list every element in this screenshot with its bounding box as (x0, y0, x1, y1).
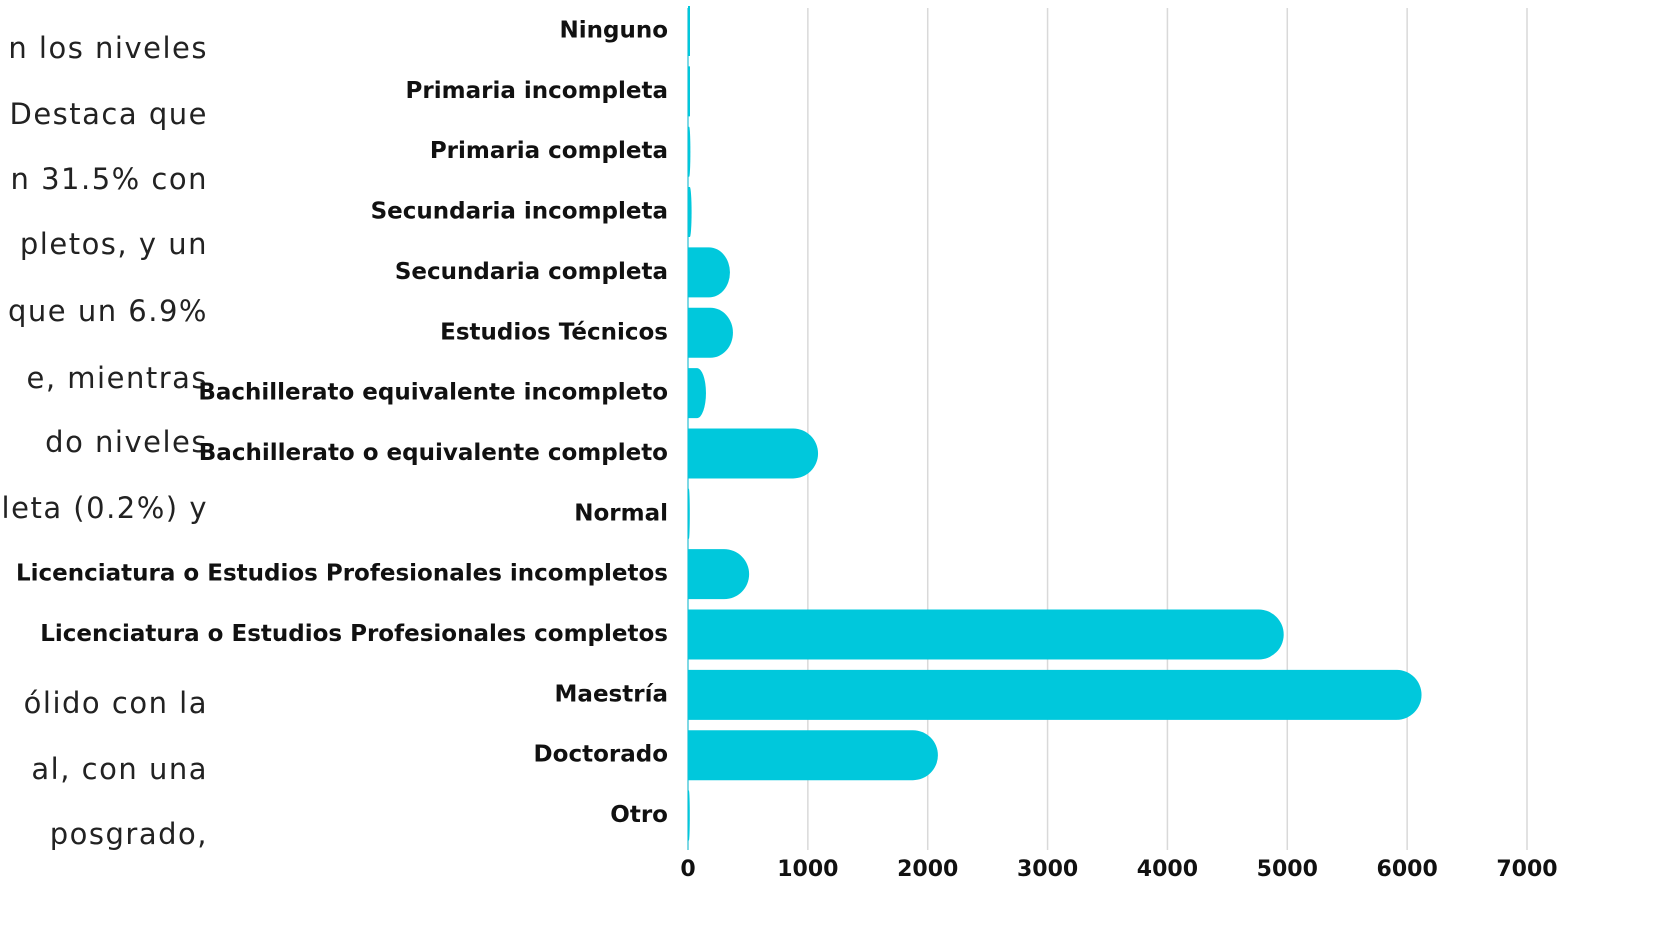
category-label: Primaria completa (430, 138, 668, 164)
category-label: Ninguno (559, 18, 668, 44)
category-label: Maestría (555, 681, 668, 707)
category-label: Bachillerato o equivalente completo (199, 440, 668, 466)
category-label: Estudios Técnicos (440, 319, 668, 345)
x-tick-label: 5000 (1257, 857, 1318, 882)
x-tick-label: 6000 (1377, 857, 1438, 882)
paragraph-line: posgrado, (50, 817, 208, 851)
category-label: Primaria incompleta (406, 78, 668, 104)
paragraph-line: e, mientras (27, 361, 208, 395)
x-tick-label: 7000 (1496, 857, 1557, 882)
x-tick-label: 0 (680, 857, 695, 882)
paragraph-line: do niveles (45, 425, 208, 459)
paragraph-line: Destaca que (10, 97, 209, 131)
bar (688, 6, 690, 56)
bar (688, 730, 938, 781)
paragraph-line: al, con una (31, 752, 208, 786)
bar (688, 549, 750, 600)
paragraph-line: leta (0.2%) y (2, 491, 208, 525)
paragraph-line: n 31.5% con (10, 162, 208, 196)
category-label: Licenciatura o Estudios Profesionales co… (40, 621, 668, 647)
paragraph-line: pletos, y un (20, 227, 208, 261)
bar (688, 247, 730, 298)
bar (688, 126, 691, 177)
category-label: Doctorado (534, 742, 668, 768)
bar (688, 669, 1422, 720)
x-tick-label: 2000 (897, 857, 958, 882)
category-label: Normal (574, 500, 668, 526)
bar (688, 428, 819, 479)
x-tick-label: 3000 (1017, 857, 1078, 882)
paragraph-line: n los niveles (8, 31, 208, 65)
category-label: Licenciatura o Estudios Profesionales in… (16, 561, 668, 587)
bar (688, 488, 690, 539)
x-tick-label: 1000 (777, 857, 838, 882)
category-label: Otro (610, 802, 668, 828)
bar (688, 609, 1284, 660)
x-tick-label: 4000 (1137, 857, 1198, 882)
paragraph-line: que un 6.9% (8, 294, 208, 328)
bar (688, 307, 733, 358)
category-label: Secundaria incompleta (371, 199, 668, 225)
bar (688, 187, 692, 238)
paragraph-line: ólido con la (24, 686, 208, 720)
bar (688, 368, 706, 419)
bar (688, 66, 690, 117)
bar (688, 790, 690, 841)
category-label: Bachillerato equivalente incompleto (198, 380, 668, 406)
category-label: Secundaria completa (395, 259, 668, 285)
